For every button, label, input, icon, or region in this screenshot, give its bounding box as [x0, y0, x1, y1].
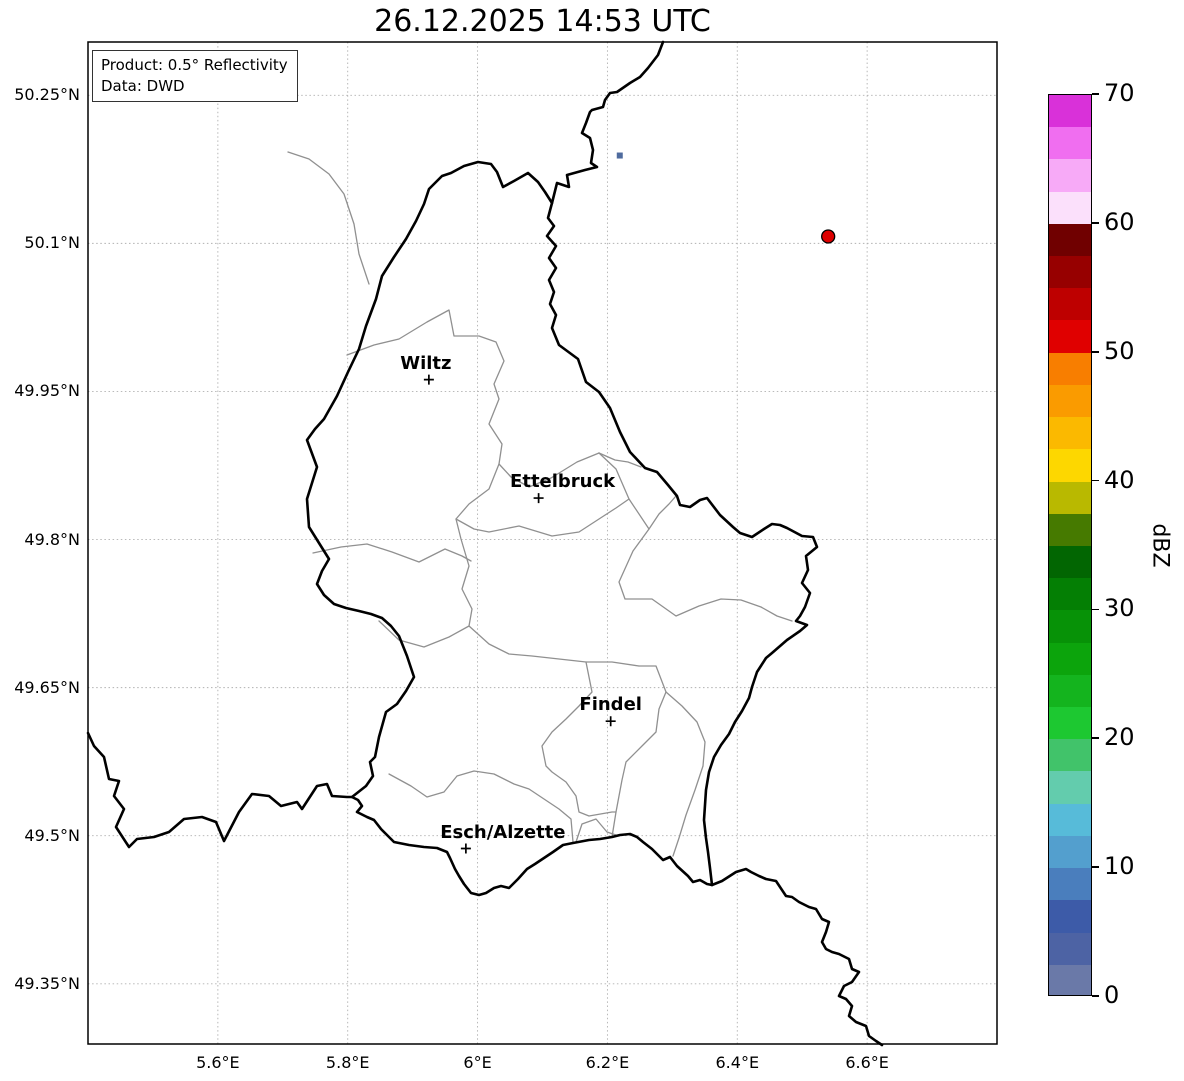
colorbar-tick-label: 0 [1104, 981, 1120, 1009]
colorbar-segment [1049, 738, 1091, 772]
colorbar-segment [1049, 95, 1091, 128]
colorbar-axis-label: dBZ [1147, 523, 1173, 568]
radar-echoes [616, 152, 836, 244]
colorbar-segment [1049, 706, 1091, 740]
colorbar-tick-label: 20 [1104, 723, 1135, 752]
colorbar-segment [1049, 963, 1091, 995]
colorbar-segment [1049, 577, 1091, 611]
y-tick-label: 50.25°N [14, 85, 80, 105]
colorbar-segment [1049, 512, 1091, 546]
colorbar-segment [1049, 319, 1091, 353]
data-source-label: Data: DWD [101, 76, 185, 95]
plot-frame [87, 41, 998, 1045]
y-tick-label: 49.5°N [24, 825, 80, 845]
radar-echo-weak [616, 152, 623, 159]
x-tick-label: 5.6°E [196, 1053, 240, 1072]
canton-border-line [312, 543, 472, 563]
y-tick-label: 49.95°N [14, 381, 80, 401]
colorbar-segment [1049, 931, 1091, 965]
colorbar-tick-label: 60 [1104, 207, 1135, 236]
city-label: Ettelbruck [510, 471, 616, 493]
radar-echo-strong [821, 229, 836, 244]
y-tick-label: 49.8°N [24, 529, 80, 549]
x-tick-label: 6.4°E [715, 1053, 760, 1072]
colorbar-segment [1049, 222, 1091, 257]
colorbar-tick-label: 40 [1104, 465, 1135, 494]
canton-border-line [665, 691, 706, 857]
colorbar-segment [1049, 834, 1091, 869]
colorbar-segment [1049, 383, 1091, 418]
colorbar-segment [1049, 802, 1091, 836]
x-tick-label: 5.8°E [325, 1053, 370, 1072]
colorbar-tick-mark [1092, 479, 1099, 482]
canton-border-line [648, 495, 677, 530]
colorbar-tick-mark [1092, 737, 1099, 740]
colorbar-segment [1049, 190, 1091, 224]
city-marker [605, 716, 616, 727]
city-label: Findel [579, 694, 642, 716]
border-germany-belgium [550, 40, 665, 205]
colorbar-segment [1049, 609, 1091, 643]
product-label: Product: 0.5° Reflectivity [101, 56, 288, 74]
colorbar-tick-label: 70 [1104, 79, 1135, 107]
colorbar-segment [1049, 867, 1091, 901]
canton-border-line [598, 452, 793, 622]
colorbar-segment [1049, 673, 1091, 708]
city-marker [423, 374, 434, 385]
country-borders [86, 40, 884, 1047]
canton-border-line [541, 661, 667, 817]
colorbar-segment [1049, 126, 1091, 160]
colorbar-tick-label: 50 [1104, 336, 1135, 365]
colorbar-tick-mark [1092, 866, 1099, 868]
colorbar-segment [1049, 255, 1091, 289]
city-marker [533, 493, 544, 504]
border-france-germany [710, 867, 884, 1047]
canton-border-line [598, 452, 642, 468]
border-luxembourg [305, 160, 819, 897]
colorbar-segment [1049, 899, 1091, 933]
canton-border-line [346, 309, 600, 488]
canton-borders [287, 151, 793, 857]
x-tick-label: 6°E [463, 1053, 492, 1072]
colorbar-tick-mark [1092, 995, 1099, 997]
canton-border-line [378, 463, 500, 648]
city-label: Wiltz [400, 352, 452, 374]
colorbar-segment [1049, 480, 1091, 514]
canton-border-line [611, 811, 617, 838]
canton-border-line [468, 625, 640, 667]
plot-title: 26.12.2025 14:53 UTC [374, 4, 711, 39]
colorbar-tick-label: 30 [1104, 594, 1135, 623]
canton-border-line [287, 151, 370, 285]
y-tick-label: 50.1°N [24, 233, 80, 253]
colorbar-tick-mark [1092, 93, 1099, 95]
colorbar-tick-mark [1092, 608, 1099, 611]
x-tick-label: 6.2°E [585, 1053, 630, 1072]
gridlines [88, 42, 997, 1044]
canton-border-line [575, 818, 620, 843]
colorbar-tick-mark [1092, 350, 1099, 353]
y-tick-label: 49.35°N [14, 973, 80, 993]
city-label: Esch/Alzette [440, 821, 566, 843]
product-info-box: Product: 0.5° Reflectivity Data: DWD [92, 50, 298, 103]
colorbar-segment [1049, 351, 1091, 385]
colorbar-segment [1049, 158, 1091, 192]
colorbar-segment [1049, 770, 1091, 804]
colorbar-tick-label: 10 [1104, 852, 1135, 881]
colorbar-segment [1049, 287, 1091, 321]
y-tick-label: 49.65°N [14, 677, 80, 697]
colorbar-segment [1049, 641, 1091, 675]
colorbar-segment [1049, 545, 1091, 579]
colorbar [1048, 94, 1092, 996]
canton-border-line [455, 498, 630, 537]
city-marker [460, 843, 471, 854]
x-tick-label: 6.6°E [845, 1053, 889, 1072]
colorbar-segment [1049, 448, 1091, 482]
canton-border-line [388, 770, 574, 843]
city-markers [423, 374, 616, 854]
border-france-belgium [86, 731, 354, 849]
colorbar-tick-mark [1092, 222, 1099, 224]
colorbar-segment [1049, 416, 1091, 450]
